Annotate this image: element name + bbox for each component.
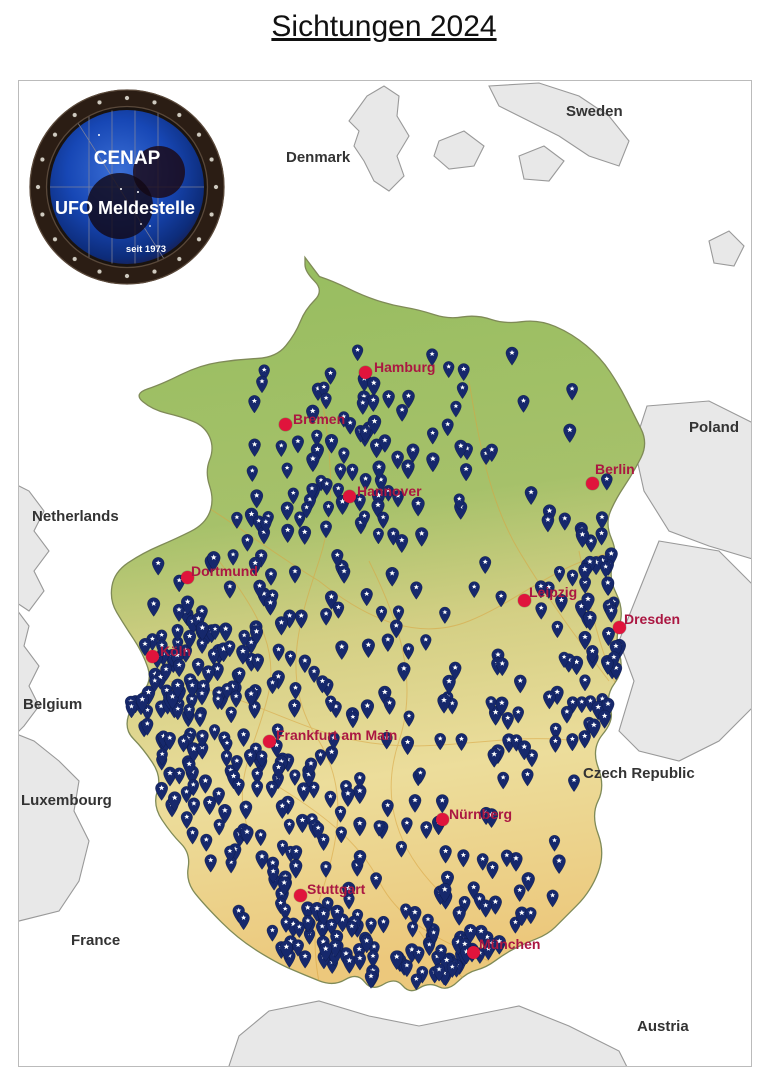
svg-text:CENAP: CENAP (94, 148, 161, 169)
svg-text:seit 1973: seit 1973 (126, 244, 166, 255)
svg-text:UFO Meldestelle: UFO Meldestelle (55, 198, 195, 218)
